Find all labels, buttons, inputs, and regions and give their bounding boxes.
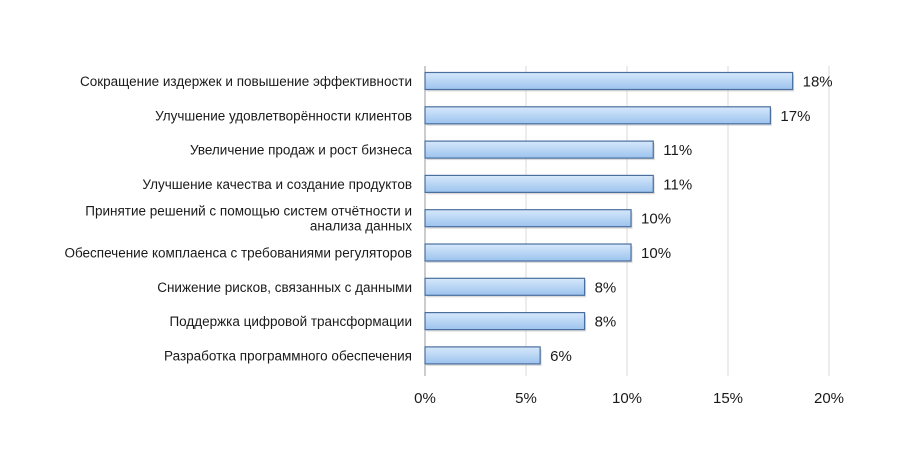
category-labels: Сокращение издержек и повышение эффектив…	[64, 74, 412, 363]
value-labels: 18% 17% 11% 11% 10% 10% 8% 8% 6%	[550, 74, 833, 365]
x-tick-label: 0%	[414, 390, 436, 407]
category-label-line: Принятие решений с помощью систем отчётн…	[85, 204, 412, 219]
value-label: 11%	[663, 142, 692, 159]
category-label: Обеспечение комплаенса с требованиями ре…	[64, 246, 412, 261]
value-label: 11%	[663, 176, 692, 193]
value-label: 6%	[550, 348, 572, 365]
bar	[424, 209, 632, 228]
category-label: Снижение рисков, связанных с данными	[157, 280, 412, 295]
category-label: Сокращение издержек и повышение эффектив…	[80, 74, 412, 89]
value-label: 8%	[595, 279, 617, 296]
category-label: Увеличение продаж и рост бизнеса	[190, 143, 412, 158]
bar	[424, 312, 586, 331]
bar	[424, 71, 794, 91]
x-tick-label: 10%	[612, 390, 642, 407]
category-label-line: Снижение рисков, связанных с данными	[157, 280, 412, 295]
category-label-line: анализа данных	[310, 219, 412, 234]
category-label: Улучшение удовлетворённости клиентов	[155, 108, 412, 123]
category-label-line: Разработка программного обеспечения	[164, 348, 412, 363]
bar-layer	[424, 71, 795, 366]
category-label-line: Улучшение качества и создание продуктов	[142, 177, 412, 192]
category-label: Принятие решений с помощью систем отчётн…	[85, 204, 412, 234]
category-label-line: Поддержка цифровой трансформации	[169, 314, 412, 329]
value-label: 17%	[780, 108, 810, 125]
bar	[424, 346, 541, 365]
x-tick-label: 15%	[713, 390, 743, 407]
value-label: 10%	[641, 245, 671, 262]
category-label-line: Увеличение продаж и рост бизнеса	[190, 143, 412, 158]
bar	[424, 140, 654, 159]
category-label-line: Сокращение издержек и повышение эффектив…	[80, 74, 412, 89]
value-label: 10%	[641, 211, 671, 228]
category-label-line: Улучшение удовлетворённости клиентов	[155, 108, 412, 123]
value-label: 8%	[595, 314, 617, 331]
x-tick-label: 20%	[814, 390, 844, 407]
value-label: 18%	[803, 74, 833, 91]
bar	[424, 174, 654, 193]
bar	[424, 243, 632, 262]
category-label-line: Обеспечение комплаенса с требованиями ре…	[64, 246, 412, 261]
category-label: Улучшение качества и создание продуктов	[142, 177, 412, 192]
category-label: Разработка программного обеспечения	[164, 348, 412, 363]
x-tick-label: 5%	[515, 390, 537, 407]
bar	[424, 277, 586, 296]
x-axis-tick-labels: 0% 5% 10% 15% 20%	[414, 390, 844, 407]
bar	[424, 106, 772, 125]
category-label: Поддержка цифровой трансформации	[169, 314, 412, 329]
